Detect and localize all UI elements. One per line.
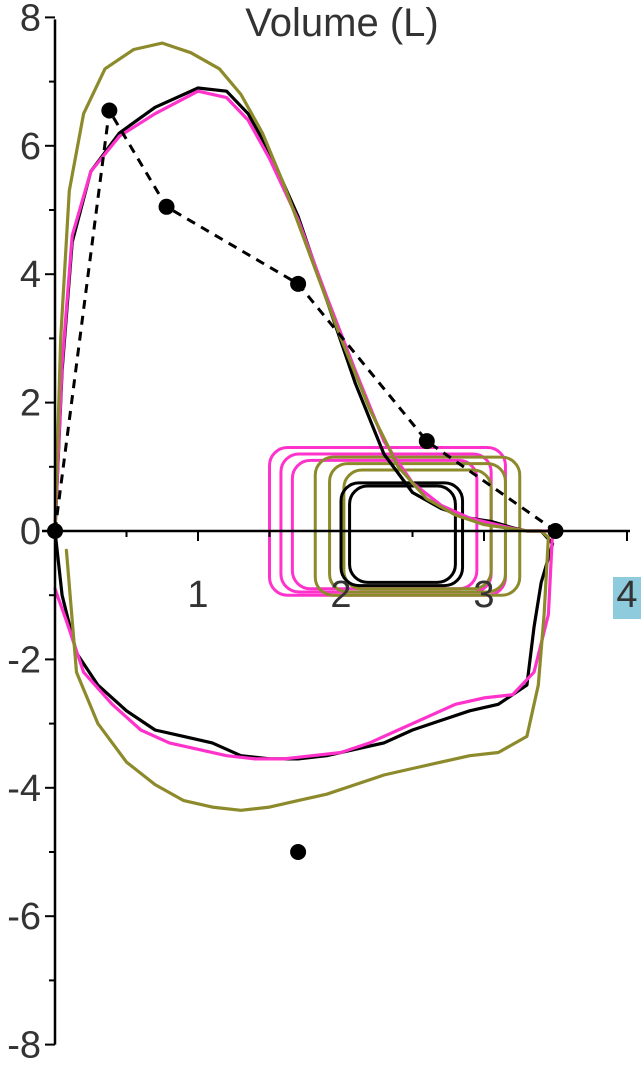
tidal-loop [348,484,457,584]
plot-area [47,41,564,860]
data-point [158,198,175,215]
y-tick-label: 4 [20,254,41,296]
y-tick-label: -8 [7,1025,41,1067]
flow-volume-curve [53,89,555,761]
y-tick-label: 8 [20,0,41,39]
predicted-dashed-line [53,105,557,533]
tidal-loop [290,458,479,591]
data-point [101,102,118,119]
tidal-loop [313,455,522,597]
flow-volume-curve [53,41,551,812]
x-axis-title: Volume (L) [245,1,438,45]
tidal-loop [279,452,493,594]
data-point [290,844,307,860]
y-tick-label: 6 [20,126,41,168]
x-tick-label: 2 [330,574,351,616]
y-tick-label: -2 [7,639,41,681]
x-tick-label: 1 [187,574,208,616]
x-tick-label: 3 [473,574,494,616]
y-tick-label: 2 [20,383,41,425]
x-tick-highlight [613,577,641,619]
data-point [418,433,435,450]
flow-volume-curve [53,86,555,761]
data-point [290,275,307,292]
y-tick-label: -4 [7,768,41,810]
tidal-loop [342,468,493,591]
axes [42,19,630,1045]
axis-ticks: 8 6 4 2 0 -2 -4 -6 -8 1 2 3 4 [7,0,641,1067]
x-tick-label: 4 [616,574,637,616]
tidal-loop [339,481,465,588]
y-tick-label: -6 [7,896,41,938]
y-tick-label: 0 [20,511,41,553]
